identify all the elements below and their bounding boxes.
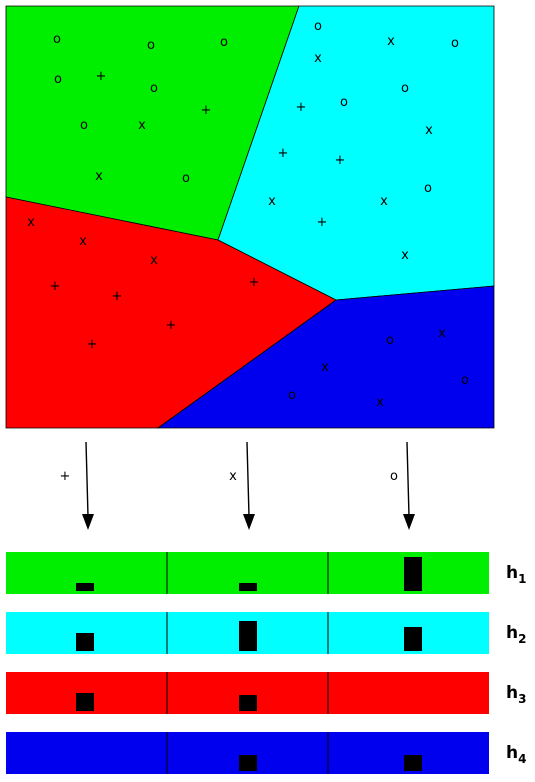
column-symbol: o: [390, 469, 398, 484]
feature-point: x: [314, 51, 322, 66]
histogram-label-name: h: [506, 563, 518, 583]
feature-points: o o o o + o o x + x o o x x o + o o x + + x x o + x x x x + + + + + o x x o o x: [27, 19, 469, 410]
column-symbol: +: [60, 469, 71, 484]
feature-point: o: [53, 32, 61, 47]
histogram-label-subscript: 3: [518, 692, 526, 706]
feature-point: x: [321, 360, 329, 375]
histogram-label: h4: [506, 743, 526, 766]
feature-point: o: [461, 373, 469, 388]
feature-point: o: [424, 181, 432, 196]
arrow-shaft: [85, 441, 89, 517]
feature-point: +: [50, 279, 61, 294]
arrow-head: [403, 514, 415, 530]
histogram-bar: [239, 621, 257, 651]
feature-point: +: [87, 337, 98, 352]
feature-point: o: [150, 81, 158, 96]
histogram-label-name: h: [506, 683, 518, 703]
histogram-bar: [239, 583, 257, 591]
feature-point: o: [401, 81, 409, 96]
feature-point: o: [386, 333, 394, 348]
arrow-head: [243, 514, 255, 530]
histogram-bar: [76, 693, 94, 711]
feature-point: o: [288, 388, 296, 403]
feature-point: +: [96, 69, 107, 84]
histogram-label-name: h: [506, 743, 518, 763]
feature-point: o: [340, 95, 348, 110]
feature-point: +: [317, 215, 328, 230]
feature-point: +: [249, 275, 260, 290]
feature-point: x: [425, 123, 433, 138]
histogram-label-subscript: 1: [518, 572, 526, 586]
histogram-bar: [239, 695, 257, 711]
feature-point: o: [182, 171, 190, 186]
histogram-bar: [404, 755, 422, 771]
feature-point: x: [150, 253, 158, 268]
histogram-label: h1: [506, 563, 526, 586]
feature-point: x: [79, 234, 87, 249]
histogram-label-subscript: 2: [518, 632, 526, 646]
histogram-bar: [404, 627, 422, 651]
feature-point: o: [54, 72, 62, 87]
feature-point: x: [268, 194, 276, 209]
feature-point: o: [451, 36, 459, 51]
feature-point: +: [112, 289, 123, 304]
feature-point: o: [80, 118, 88, 133]
feature-point: x: [138, 118, 146, 133]
histogram-label: h3: [506, 683, 526, 706]
feature-point: x: [27, 215, 35, 230]
histogram-label-name: h: [506, 623, 518, 643]
feature-point: o: [147, 38, 155, 53]
feature-point: x: [95, 169, 103, 184]
histogram-bar: [239, 755, 257, 771]
word-columns: + x o: [60, 441, 415, 530]
feature-space-partition: [5, 5, 495, 429]
histogram-bar: [76, 583, 94, 591]
feature-point: x: [438, 326, 446, 341]
column-symbol: x: [229, 469, 237, 484]
histogram-label-subscript: 4: [518, 752, 526, 766]
arrow-shaft: [406, 441, 410, 517]
feature-point: x: [380, 194, 388, 209]
arrow-shaft: [246, 441, 250, 517]
feature-point: +: [335, 153, 346, 168]
feature-point: x: [401, 248, 409, 263]
histogram-bar: [76, 633, 94, 651]
feature-point: +: [296, 100, 307, 115]
histogram-label: h2: [506, 623, 526, 646]
arrow-head: [82, 514, 94, 530]
region-blue: [156, 285, 495, 429]
feature-point: +: [166, 318, 177, 333]
feature-point: x: [376, 395, 384, 410]
feature-point: +: [278, 146, 289, 161]
feature-point: x: [387, 34, 395, 49]
feature-point: +: [201, 103, 212, 118]
feature-point: o: [314, 19, 322, 34]
histogram-bar: [404, 557, 422, 591]
feature-point: o: [220, 35, 228, 50]
